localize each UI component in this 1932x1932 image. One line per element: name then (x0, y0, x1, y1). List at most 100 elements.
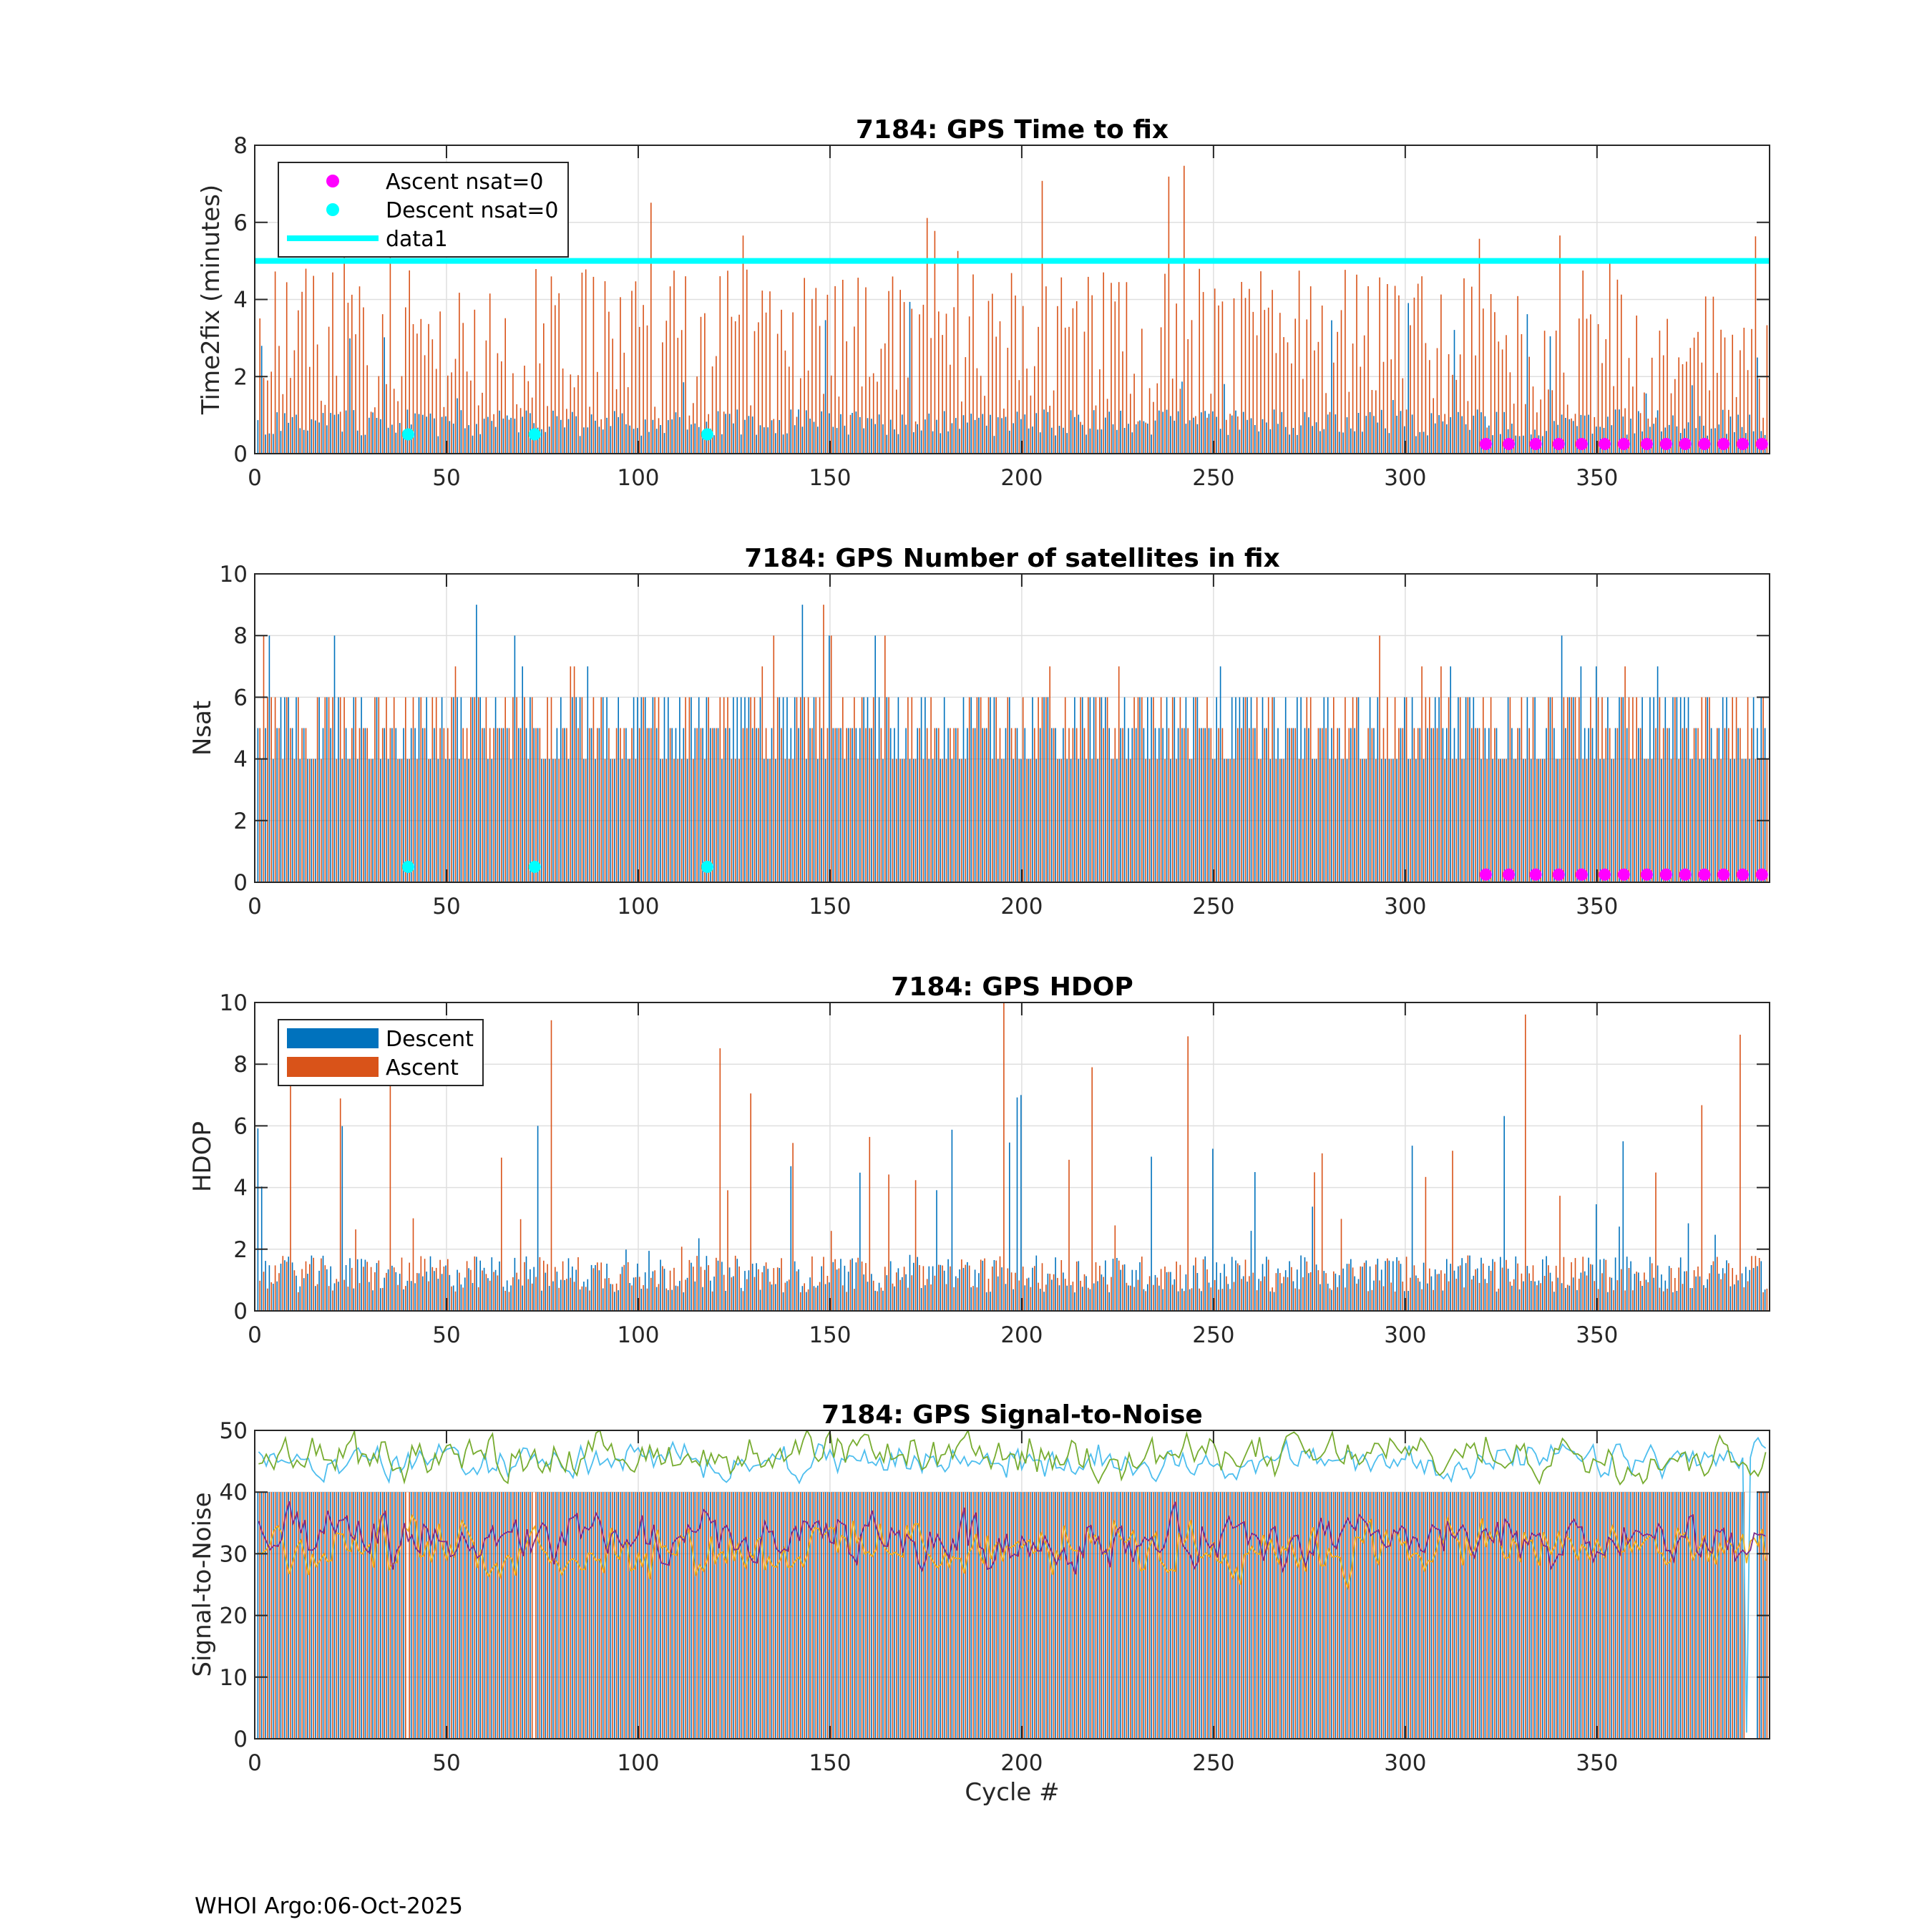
bar-ascent (1272, 1287, 1273, 1311)
bar-descent (1273, 1292, 1275, 1311)
bar-descent (1346, 417, 1348, 454)
bar-ascent (1141, 1492, 1143, 1739)
bar-ascent (397, 401, 399, 454)
bar-descent (1718, 424, 1720, 454)
bar-descent (905, 1492, 907, 1739)
bar-descent (1450, 666, 1451, 882)
bar-ascent (1559, 1492, 1561, 1739)
bar-descent (748, 697, 750, 882)
bar-descent (740, 1492, 742, 1739)
bar-ascent (1279, 1273, 1281, 1311)
bar-descent (917, 1492, 918, 1739)
bar-descent (1534, 1281, 1536, 1311)
bar-descent (905, 1274, 907, 1311)
line-snr-mean-asc- (258, 1501, 1767, 1575)
bar-descent (1404, 426, 1405, 454)
bar-descent (1692, 758, 1693, 882)
bar-ascent (1670, 393, 1672, 454)
bar-ascent (462, 1287, 464, 1311)
bar-descent (449, 758, 451, 882)
bar-ascent (693, 403, 694, 454)
bar-ascent (1743, 1492, 1745, 1739)
bar-descent (1170, 758, 1171, 882)
bar-descent (384, 728, 385, 882)
bar-ascent (1586, 758, 1588, 882)
bar-descent (1055, 1257, 1056, 1311)
bar-ascent (1122, 728, 1123, 882)
bar-ascent (1421, 276, 1423, 454)
bar-ascent (1597, 1289, 1599, 1311)
bar-descent (464, 1492, 466, 1739)
bar-descent (1538, 1280, 1540, 1311)
bar-ascent (654, 1270, 655, 1311)
line-snr-max-asc- (258, 1430, 1767, 1486)
bar-ascent (470, 1492, 472, 1739)
bar-ascent (489, 1492, 491, 1739)
bar-ascent (1728, 409, 1729, 454)
bar-descent (871, 728, 872, 882)
bar-ascent (1038, 697, 1039, 882)
footer-credit: WHOI Argo:06-Oct-2025 (195, 1893, 464, 1919)
bar-descent (936, 1190, 937, 1311)
bar-descent (990, 414, 991, 454)
bar-descent (993, 697, 995, 882)
bar-descent (886, 434, 888, 454)
bar-ascent (731, 316, 733, 454)
bar-ascent (1179, 389, 1181, 454)
bar-ascent (1283, 1277, 1284, 1311)
bar-descent (874, 635, 876, 882)
bar-descent (1196, 1492, 1199, 1739)
bar-ascent (765, 312, 767, 454)
bar-descent (691, 424, 692, 454)
bar-descent (1181, 381, 1183, 454)
bar-ascent (934, 1492, 936, 1739)
bar-ascent (1582, 270, 1584, 454)
bar-ascent (796, 1271, 798, 1311)
bar-descent (775, 433, 776, 454)
bar-descent (572, 697, 573, 882)
bar-ascent (562, 1492, 564, 1739)
bar-descent (694, 728, 696, 882)
bar-ascent (1571, 1262, 1572, 1311)
bar-descent (1576, 426, 1578, 454)
bar-ascent (558, 1492, 560, 1739)
bar-ascent (290, 378, 291, 454)
bar-descent (1350, 1492, 1352, 1739)
bar-ascent (1106, 1492, 1108, 1739)
bar-descent (452, 424, 454, 454)
bar-ascent (435, 369, 437, 454)
bar-descent (625, 728, 627, 882)
bar-descent (457, 1269, 458, 1311)
bar-descent (1757, 357, 1758, 454)
bar-ascent (447, 375, 449, 454)
bar-descent (982, 414, 984, 454)
bar-ascent (987, 301, 990, 454)
marker-ascent-nsat0 (1552, 868, 1565, 881)
bar-ascent (428, 758, 429, 882)
bar-ascent (1387, 1258, 1388, 1311)
bar-ascent (865, 728, 867, 882)
bar-ascent (321, 1492, 322, 1739)
bar-descent (1066, 1285, 1068, 1311)
bar-ascent (1689, 758, 1692, 882)
bar-ascent (1179, 1492, 1181, 1739)
bar-descent (867, 1492, 869, 1739)
bar-ascent (355, 1229, 356, 1311)
bar-ascent (508, 419, 510, 454)
bar-ascent (884, 635, 886, 882)
bar-ascent (1272, 697, 1273, 882)
bar-descent (1039, 1492, 1041, 1739)
bar-ascent (1494, 1492, 1496, 1739)
bar-ascent (562, 1261, 564, 1311)
bar-ascent (815, 1492, 817, 1739)
bar-ascent (1433, 1289, 1434, 1311)
bar-descent (1078, 414, 1080, 454)
bar-ascent (363, 1492, 364, 1739)
bar-descent (1619, 409, 1620, 454)
bar-descent (502, 1492, 504, 1739)
bar-ascent (1448, 1492, 1450, 1739)
bar-ascent (842, 1492, 844, 1739)
bar-descent (1078, 1261, 1080, 1311)
bar-descent (1308, 1273, 1309, 1311)
bar-ascent (727, 1190, 728, 1311)
